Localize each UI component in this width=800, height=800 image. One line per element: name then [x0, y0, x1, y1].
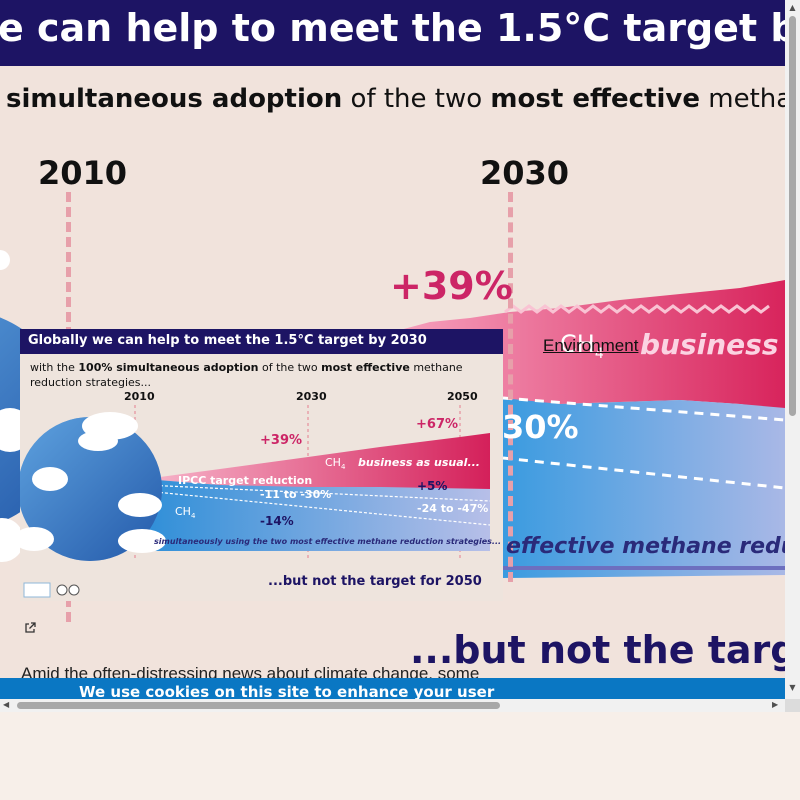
page-viewport: e can help to meet the 1.5°C target by 2… [0, 0, 785, 699]
year-label-2030: 2030 [480, 154, 570, 192]
scroll-right-arrow-icon[interactable]: ▶ [772, 700, 779, 709]
horizontal-scrollbar-thumb[interactable] [17, 702, 500, 709]
scroll-down-arrow-icon[interactable]: ▼ [789, 683, 796, 692]
category-link-environment[interactable]: Environment [543, 336, 639, 355]
infographic-subtitle: simultaneous adoption of the two most ef… [6, 84, 785, 114]
thumbnail-subtitle: with the 100% simultaneous adoption of t… [30, 361, 463, 389]
scroll-left-arrow-icon[interactable]: ◀ [3, 700, 10, 709]
external-link-icon[interactable] [24, 622, 36, 634]
thumb-range-2030: -11 to -30% [260, 488, 332, 501]
ch4-label: CH4 [560, 330, 604, 362]
scrollbar-corner [785, 699, 800, 712]
thumb-strategy-label: simultaneously using the two most effect… [154, 537, 502, 546]
increase-label: +39% [390, 264, 513, 308]
thumbnail-chart-graphic [20, 405, 491, 598]
thumb-plus5: +5% [417, 479, 448, 493]
thumb-plus67: +67% [416, 417, 459, 432]
thumb-plus39: +39% [260, 433, 303, 448]
thumb-not-target: ...but not the target for 2050 [268, 574, 482, 589]
thumb-range-2050: -24 to -47% [417, 502, 489, 515]
not-target-heading: ...but not the target [410, 628, 785, 672]
cookie-banner: We use cookies on this site to enhance y… [0, 678, 785, 699]
thumb-ch4-strategy: CH4 [175, 505, 196, 521]
thumb-year-2010: 2010 [124, 390, 155, 403]
cookie-banner-text: We use cookies on this site to enhance y… [79, 683, 495, 699]
thumb-year-2030: 2030 [296, 390, 327, 403]
infographic-title: e can help to meet the 1.5°C target by 2… [0, 6, 785, 50]
business-as-usual-label: business a [640, 328, 785, 361]
thumb-ch4-business: CH4 [325, 456, 346, 472]
thumb-ipcc-label: IPCC target reduction [178, 474, 313, 487]
thumb-minus14: -14% [260, 514, 294, 528]
infographic-thumbnail[interactable]: Globally we can help to meet the 1.5°C t… [20, 329, 503, 601]
horizontal-scrollbar[interactable]: ◀ ▶ [0, 699, 785, 712]
thumbnail-title: Globally we can help to meet the 1.5°C t… [28, 333, 427, 348]
vertical-scrollbar-thumb[interactable] [789, 16, 796, 416]
thumb-year-2050: 2050 [447, 390, 478, 403]
background-chart-graphic [0, 250, 785, 578]
dashed-line-2030 [508, 192, 513, 582]
scroll-up-arrow-icon[interactable]: ▲ [789, 3, 796, 12]
year-label-2010: 2010 [38, 154, 128, 192]
percent-label: 30% [502, 408, 579, 446]
thumb-business-label: business as usual... [358, 456, 480, 469]
thumbnail-title-bar: Globally we can help to meet the 1.5°C t… [20, 329, 503, 354]
strategy-label: effective methane reducti [506, 534, 785, 559]
vertical-scrollbar[interactable]: ▲ ▼ [785, 0, 800, 699]
infographic-title-bar: e can help to meet the 1.5°C target by 2… [0, 0, 785, 66]
